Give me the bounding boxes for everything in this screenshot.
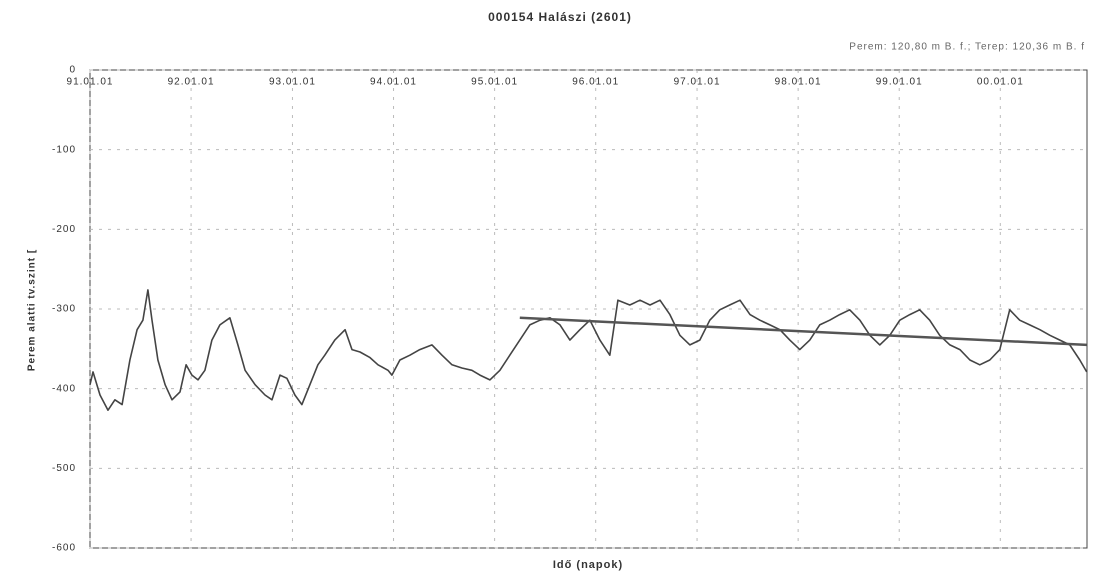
y-tick-label: -600 [52, 543, 76, 554]
y-tick-label: -300 [52, 304, 76, 315]
y-tick-label: -500 [52, 463, 76, 474]
annotation: Perem: 120,80 m B. f.; Terep: 120,36 m B… [849, 42, 1085, 53]
chart-title: 000154 Halászi (2601) [488, 10, 632, 24]
x-tick-label: 95.01.01 [471, 77, 518, 88]
data-line [519, 316, 1087, 347]
y-axis-label: Perem alatti tv.szint [ [27, 249, 38, 371]
x-tick-label: 93.01.01 [269, 77, 316, 88]
data-line [89, 289, 1088, 411]
x-tick-label: 98.01.01 [775, 77, 822, 88]
x-tick-label: 99.01.01 [876, 77, 923, 88]
x-tick-label: 96.01.01 [572, 77, 619, 88]
x-axis-label: Idő (napok) [553, 559, 623, 571]
y-tick-label: -100 [52, 144, 76, 155]
x-tick-label: 00.01.01 [977, 77, 1024, 88]
y-tick-label: -400 [52, 383, 76, 394]
x-tick-label: 91.01.01 [67, 77, 114, 88]
y-tick-label: 0 [69, 65, 76, 76]
y-tick-label: -200 [52, 224, 76, 235]
x-tick-label: 92.01.01 [168, 77, 215, 88]
x-tick-label: 97.01.01 [674, 77, 721, 88]
x-tick-label: 94.01.01 [370, 77, 417, 88]
